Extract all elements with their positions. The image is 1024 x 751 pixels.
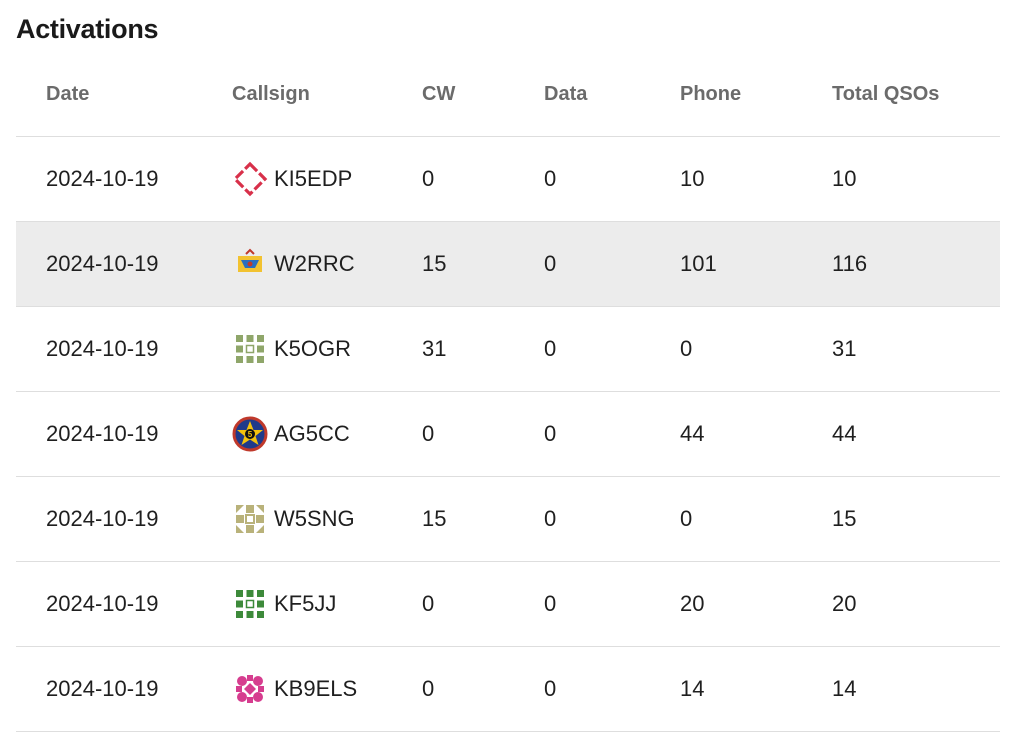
column-header-data[interactable]: Data [544, 83, 588, 105]
cell-data: 0 [544, 591, 557, 616]
cell-cw: 15 [422, 506, 447, 531]
cell-data: 0 [544, 421, 557, 446]
table-row[interactable]: 2024-10-19 K5OGR 31 0 0 31 [16, 307, 1000, 392]
table-row[interactable]: 2024-10-19 5 AG5CC 0 0 44 44 [16, 392, 1000, 477]
column-header-callsign[interactable]: Callsign [232, 83, 310, 105]
cell-callsign: KI5EDP [232, 137, 352, 221]
cell-phone: 101 [680, 251, 717, 276]
cell-cw: 0 [422, 421, 435, 446]
olive-identicon-icon [232, 501, 268, 537]
callsign-label[interactable]: KI5EDP [274, 166, 353, 191]
star-badge-icon: 5 [232, 416, 268, 452]
callsign-label[interactable]: W2RRC [274, 251, 355, 276]
table-row[interactable]: 2024-10-19 W5SNG 15 0 0 15 [16, 477, 1000, 562]
callsign-link[interactable]: KI5EDP [232, 161, 352, 197]
cell-phone: 20 [680, 591, 705, 616]
cell-date: 2024-10-19 [46, 676, 159, 701]
cell-cw: 0 [422, 591, 435, 616]
cell-date: 2024-10-19 [46, 166, 159, 191]
cell-cw: 31 [422, 336, 447, 361]
table-body: 2024-10-19 KI5EDP 0 0 10 10 2024-10-19 W2RRC 15 0… [16, 137, 1000, 732]
column-header-cw[interactable]: CW [422, 83, 456, 105]
cell-total: 15 [832, 506, 857, 531]
cell-phone: 0 [680, 506, 693, 531]
cell-phone: 44 [680, 421, 705, 446]
cell-callsign: K5OGR [232, 307, 351, 391]
table-row[interactable]: 2024-10-19 KB9ELS 0 0 14 14 [16, 647, 1000, 732]
cell-cw: 0 [422, 676, 435, 701]
cell-date: 2024-10-19 [46, 251, 159, 276]
cell-data: 0 [544, 336, 557, 361]
column-header-date[interactable]: Date [46, 83, 90, 105]
section-title: Activations [16, 14, 159, 44]
cell-callsign: W5SNG [232, 477, 355, 561]
cell-callsign: KF5JJ [232, 562, 336, 646]
column-header-total[interactable]: Total QSOs [832, 83, 940, 105]
green-identicon-icon [232, 331, 268, 367]
cell-date: 2024-10-19 [46, 421, 159, 446]
cell-cw: 0 [422, 166, 435, 191]
callsign-link[interactable]: KF5JJ [232, 586, 336, 622]
cell-date: 2024-10-19 [46, 336, 159, 361]
cell-phone: 14 [680, 676, 705, 701]
green-identicon-icon [232, 586, 268, 622]
table-header-row: Date Callsign CW Data Phone Total QSOs [16, 52, 1000, 137]
callsign-link[interactable]: 5 AG5CC [232, 416, 350, 452]
club-logo-icon [232, 246, 268, 282]
callsign-label[interactable]: W5SNG [274, 506, 355, 531]
table-row[interactable]: 2024-10-19 KF5JJ 0 0 20 20 [16, 562, 1000, 647]
red-diamond-outline-icon [232, 161, 268, 197]
cell-data: 0 [544, 166, 557, 191]
pink-identicon-icon [232, 671, 268, 707]
callsign-link[interactable]: W2RRC [232, 246, 355, 282]
callsign-label[interactable]: KB9ELS [274, 676, 358, 701]
table-row[interactable]: 2024-10-19 KI5EDP 0 0 10 10 [16, 137, 1000, 222]
cell-callsign: W2RRC [232, 222, 355, 306]
cell-callsign: KB9ELS [232, 647, 357, 731]
cell-total: 44 [832, 421, 857, 446]
callsign-link[interactable]: KB9ELS [232, 671, 357, 707]
callsign-label[interactable]: AG5CC [274, 421, 350, 446]
cell-total: 10 [832, 166, 857, 191]
callsign-link[interactable]: W5SNG [232, 501, 355, 537]
cell-total: 116 [832, 251, 868, 276]
callsign-label[interactable]: KF5JJ [274, 591, 337, 616]
cell-date: 2024-10-19 [46, 506, 159, 531]
cell-total: 31 [832, 336, 857, 361]
cell-data: 0 [544, 251, 557, 276]
cell-phone: 10 [680, 166, 705, 191]
cell-data: 0 [544, 676, 557, 701]
cell-phone: 0 [680, 336, 693, 361]
cell-callsign: 5 AG5CC [232, 392, 350, 476]
callsign-label[interactable]: K5OGR [274, 336, 352, 361]
cell-total: 20 [832, 591, 857, 616]
cell-data: 0 [544, 506, 557, 531]
callsign-link[interactable]: K5OGR [232, 331, 351, 367]
column-header-phone[interactable]: Phone [680, 83, 742, 105]
svg-text:5: 5 [248, 430, 253, 439]
cell-date: 2024-10-19 [46, 591, 159, 616]
activations-table: Date Callsign CW Data Phone Total QSOs 2… [16, 52, 1000, 732]
cell-cw: 15 [422, 251, 447, 276]
table-row[interactable]: 2024-10-19 W2RRC 15 0 101 116 [16, 222, 1000, 307]
cell-total: 14 [832, 676, 857, 701]
